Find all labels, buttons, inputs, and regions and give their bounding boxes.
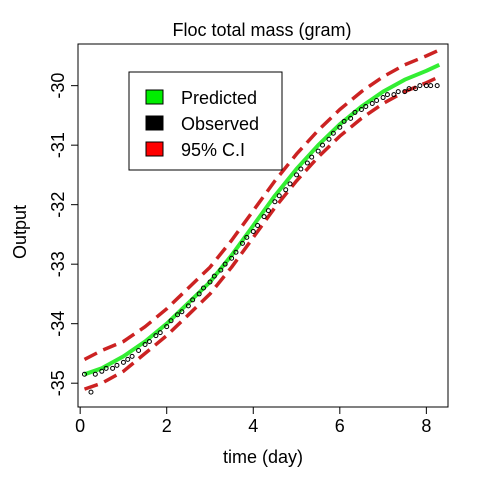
observed-point (92, 371, 98, 377)
observed-point (341, 118, 347, 124)
legend-label: Predicted (181, 88, 257, 108)
observed-point (363, 103, 369, 109)
observed-point (255, 223, 261, 228)
observed-point (250, 228, 256, 234)
observed-point (153, 333, 159, 339)
observed-point (190, 297, 196, 303)
observed-point (384, 92, 390, 98)
observed-point (168, 318, 174, 324)
observed-point (298, 166, 304, 172)
observed-point (309, 154, 315, 160)
observed-point (413, 86, 419, 92)
y-axis-label: Output (10, 205, 30, 259)
observed-point (358, 106, 364, 112)
observed-point (391, 92, 397, 98)
observed-point (261, 214, 267, 220)
observed-point (200, 285, 206, 291)
observed-point (239, 240, 245, 246)
x-axis-label: time (day) (223, 447, 303, 467)
legend-swatch (145, 141, 164, 157)
observed-point (395, 89, 401, 95)
observed-point (276, 193, 282, 199)
observed-point (81, 371, 87, 377)
observed-point (229, 255, 235, 261)
y-tick-label: -35 (48, 370, 68, 396)
observed-point (315, 148, 321, 154)
observed-point (244, 234, 250, 240)
observed-point (157, 330, 163, 336)
x-tick-label: 2 (162, 416, 172, 436)
observed-point (164, 324, 170, 330)
observed-point (330, 130, 336, 136)
observed-point (125, 356, 131, 362)
observed-point (222, 261, 228, 267)
observed-point (218, 267, 224, 273)
x-axis: 0 2 4 6 8 (75, 407, 431, 436)
observed-point (337, 124, 343, 130)
observed-point (136, 347, 142, 353)
observed-point (120, 359, 126, 365)
observed-point (406, 86, 412, 92)
observed-point (326, 136, 332, 142)
y-axis: -35 -34 -33 -32 -31 -30 (48, 73, 78, 396)
observed-point (207, 279, 213, 285)
observed-point (179, 309, 185, 315)
observed-point (428, 83, 434, 89)
series-layer (83, 48, 441, 391)
y-tick-label: -34 (48, 311, 68, 337)
upper-ci-line (83, 48, 441, 361)
legend-swatch (145, 115, 164, 131)
observed-point (142, 342, 148, 348)
observed-point (417, 83, 423, 89)
observed-point (233, 249, 239, 255)
lower-ci-line (83, 75, 441, 391)
observed-point (175, 312, 181, 318)
x-tick-label: 4 (248, 416, 258, 436)
observed-points (81, 83, 440, 395)
predicted-line (83, 62, 441, 377)
chart-title: Floc total mass (gram) (172, 20, 351, 40)
legend-label: 95% C.I (181, 140, 245, 160)
observed-point (369, 101, 375, 107)
x-tick-label: 6 (335, 416, 345, 436)
observed-point (374, 98, 380, 104)
observed-point (99, 368, 105, 374)
y-tick-label: -33 (48, 251, 68, 277)
observed-point (211, 273, 217, 279)
y-tick-label: -32 (48, 192, 68, 218)
plot-area (77, 43, 449, 408)
observed-point (272, 199, 278, 205)
y-tick-label: -30 (48, 73, 68, 99)
observed-point (352, 109, 358, 115)
observed-point (146, 339, 152, 345)
observed-point (114, 362, 120, 368)
observed-point (380, 95, 386, 101)
observed-point (103, 365, 109, 371)
observed-point (129, 353, 135, 359)
observed-point (434, 83, 440, 89)
observed-point (304, 160, 310, 166)
observed-point (196, 291, 202, 297)
observed-point (88, 389, 94, 395)
x-tick-label: 0 (75, 416, 85, 436)
observed-point (402, 89, 408, 95)
legend-label: Observed (181, 114, 259, 134)
legend: Predicted Observed 95% C.I (128, 71, 283, 171)
observed-point (283, 187, 289, 193)
observed-point (265, 208, 271, 214)
observed-point (287, 181, 293, 187)
observed-point (185, 303, 191, 309)
observed-point (110, 365, 116, 371)
observed-point (320, 142, 326, 148)
observed-point (348, 115, 354, 121)
y-tick-label: -31 (48, 132, 68, 158)
legend-swatch (145, 89, 164, 105)
x-tick-label: 8 (421, 416, 431, 436)
observed-point (294, 172, 300, 178)
